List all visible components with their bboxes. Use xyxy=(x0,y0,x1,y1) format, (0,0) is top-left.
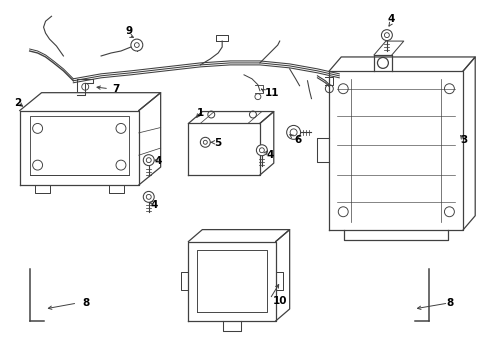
Text: 8: 8 xyxy=(447,298,454,308)
Text: 11: 11 xyxy=(265,88,279,98)
Text: 4: 4 xyxy=(266,150,273,160)
Text: 2: 2 xyxy=(14,98,22,108)
Text: 10: 10 xyxy=(272,296,287,306)
Circle shape xyxy=(203,140,207,144)
Text: 3: 3 xyxy=(461,135,468,145)
Circle shape xyxy=(33,160,43,170)
Circle shape xyxy=(208,111,215,118)
Text: 4: 4 xyxy=(155,156,162,166)
Circle shape xyxy=(377,58,389,68)
Circle shape xyxy=(131,39,143,51)
Circle shape xyxy=(134,43,139,48)
Text: 6: 6 xyxy=(294,135,301,145)
Circle shape xyxy=(325,85,333,93)
Text: 9: 9 xyxy=(125,26,132,36)
Circle shape xyxy=(290,129,297,136)
Text: 5: 5 xyxy=(215,138,222,148)
Circle shape xyxy=(249,111,256,118)
Circle shape xyxy=(147,158,151,163)
Circle shape xyxy=(200,137,210,147)
Circle shape xyxy=(287,125,300,139)
Text: 7: 7 xyxy=(112,84,120,94)
Circle shape xyxy=(256,145,268,156)
Circle shape xyxy=(338,84,348,94)
Circle shape xyxy=(147,194,151,199)
Circle shape xyxy=(444,84,454,94)
Circle shape xyxy=(385,33,390,37)
Circle shape xyxy=(143,155,154,166)
Circle shape xyxy=(381,30,392,41)
Text: 8: 8 xyxy=(83,298,90,308)
Circle shape xyxy=(255,94,261,100)
Circle shape xyxy=(259,148,264,153)
Circle shape xyxy=(116,160,126,170)
Circle shape xyxy=(33,123,43,133)
Text: 4: 4 xyxy=(387,14,394,24)
Circle shape xyxy=(82,83,89,90)
Circle shape xyxy=(116,123,126,133)
Circle shape xyxy=(338,207,348,217)
Text: 4: 4 xyxy=(150,200,157,210)
Circle shape xyxy=(143,192,154,202)
Circle shape xyxy=(444,207,454,217)
Text: 1: 1 xyxy=(196,108,204,117)
